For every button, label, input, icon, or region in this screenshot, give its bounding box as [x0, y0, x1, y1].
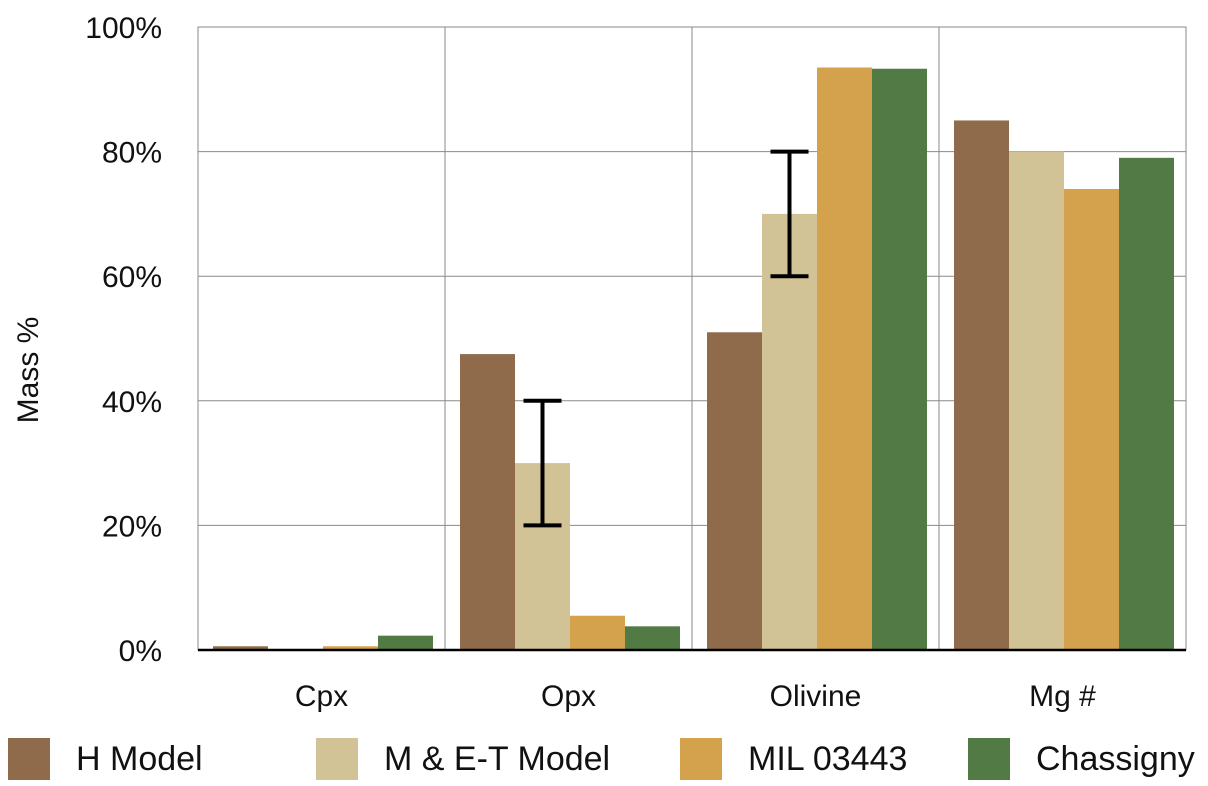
- bar: [460, 354, 515, 650]
- x-tick-labels: Cpx Opx Olivine Mg #: [295, 680, 1096, 713]
- bar: [707, 332, 762, 650]
- legend-item-h-model: H Model: [8, 738, 203, 780]
- bar: [323, 646, 378, 650]
- x-tick-label: Opx: [541, 680, 596, 713]
- y-tick-labels: 0% 20% 40% 60% 80% 100%: [85, 12, 162, 668]
- bar: [625, 626, 680, 650]
- legend-swatch: [680, 738, 722, 780]
- legend-label: MIL 03443: [748, 739, 908, 778]
- plot-frame: [197, 26, 1187, 652]
- legend-item-chassigny: Chassigny: [968, 738, 1195, 780]
- bars: [213, 67, 1174, 651]
- x-tick-label: Cpx: [295, 680, 348, 713]
- legend-label: Chassigny: [1036, 739, 1195, 778]
- legend: H Model M & E-T Model MIL 03443 Chassign…: [0, 738, 1208, 786]
- y-tick-label: 0%: [119, 635, 162, 668]
- legend-label: H Model: [76, 739, 203, 778]
- error-bars: [523, 149, 809, 528]
- bar: [213, 646, 268, 650]
- y-tick-label: 20%: [102, 510, 162, 543]
- legend-item-mil-03443: MIL 03443: [680, 738, 907, 780]
- bar: [570, 615, 625, 650]
- bar-chart: 0% 20% 40% 60% 80% 100% Cpx Opx Olivine Mg # Mas…: [12, 12, 1187, 713]
- bar: [872, 68, 927, 651]
- bar: [762, 213, 817, 650]
- bar: [1009, 151, 1064, 650]
- legend-item-me-t-model: M & E-T Model: [316, 738, 610, 780]
- y-tick-label: 60%: [102, 261, 162, 294]
- y-tick-label: 80%: [102, 137, 162, 170]
- x-tick-label: Olivine: [770, 680, 862, 713]
- bar: [1119, 157, 1174, 650]
- bar: [378, 635, 433, 650]
- x-tick-label: Mg #: [1029, 680, 1096, 713]
- y-tick-label: 100%: [85, 12, 162, 45]
- bar: [1064, 188, 1119, 651]
- bar: [817, 67, 872, 651]
- bar: [954, 120, 1009, 650]
- legend-swatch: [316, 738, 358, 780]
- y-tick-label: 40%: [102, 386, 162, 419]
- y-axis-title: Mass %: [12, 317, 45, 424]
- legend-swatch: [968, 738, 1010, 780]
- legend-swatch: [8, 738, 50, 780]
- legend-label: M & E-T Model: [384, 739, 611, 778]
